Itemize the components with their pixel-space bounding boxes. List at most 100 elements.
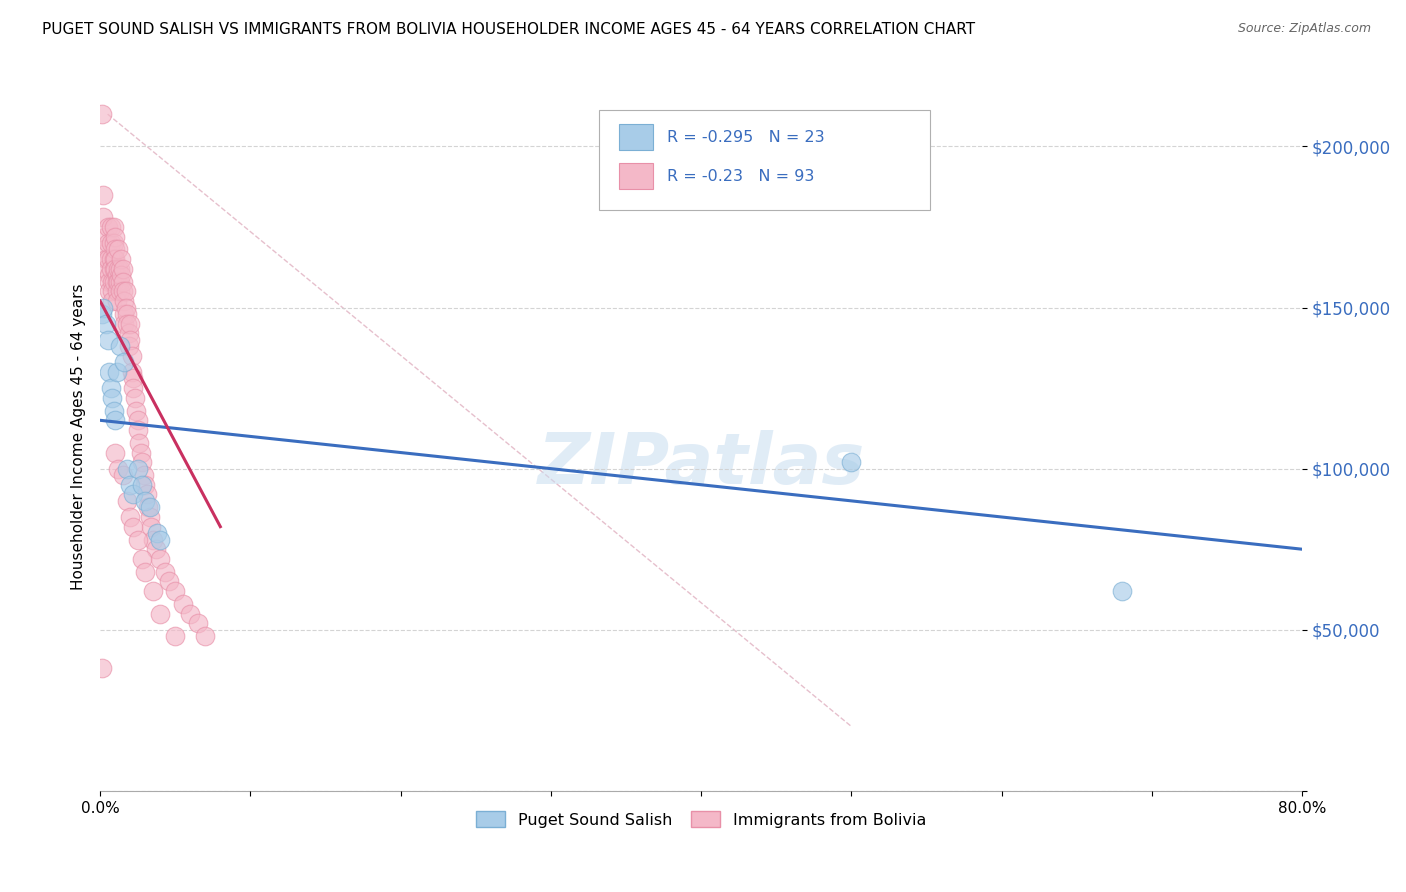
Point [132, 468, 155, 483]
Point [194, 629, 217, 643]
Point [841, 455, 863, 469]
Point [127, 461, 149, 475]
Point [104, 243, 127, 257]
Point [104, 445, 127, 459]
Point [145, 542, 167, 557]
Point [107, 243, 129, 257]
Point [101, 391, 124, 405]
FancyBboxPatch shape [599, 111, 929, 210]
Point [91, 301, 114, 315]
Point [120, 510, 142, 524]
Point [115, 317, 138, 331]
Point [111, 261, 134, 276]
Point [108, 339, 131, 353]
Point [100, 381, 122, 395]
Point [93, 243, 115, 257]
Point [179, 607, 201, 621]
Point [128, 435, 150, 450]
Text: PUGET SOUND SALISH VS IMMIGRANTS FROM BOLIVIA HOUSEHOLDER INCOME AGES 45 - 64 YE: PUGET SOUND SALISH VS IMMIGRANTS FROM BO… [42, 22, 976, 37]
Point [103, 252, 125, 267]
Point [149, 607, 172, 621]
Point [187, 616, 209, 631]
Y-axis label: Householder Income Ages 45 - 64 years: Householder Income Ages 45 - 64 years [72, 283, 86, 590]
Point [125, 403, 148, 417]
Point [103, 235, 125, 250]
Point [141, 519, 163, 533]
Point [165, 584, 187, 599]
FancyBboxPatch shape [620, 125, 652, 150]
Point [103, 261, 125, 276]
Point [111, 468, 134, 483]
Point [120, 333, 142, 347]
Point [98, 285, 121, 299]
Point [100, 261, 122, 276]
Point [105, 268, 128, 283]
Point [98, 365, 121, 379]
Point [115, 461, 138, 475]
Point [103, 219, 125, 234]
Point [107, 261, 129, 276]
Point [112, 294, 135, 309]
Point [115, 307, 138, 321]
Point [112, 307, 135, 321]
Point [114, 301, 136, 315]
Point [105, 294, 128, 309]
Point [120, 317, 142, 331]
Point [104, 252, 127, 267]
Point [172, 597, 194, 611]
Point [127, 423, 149, 437]
Point [134, 477, 156, 491]
Point [142, 533, 165, 547]
Point [131, 455, 153, 469]
Point [118, 326, 141, 341]
Point [108, 275, 131, 289]
Point [135, 487, 157, 501]
Point [108, 285, 131, 299]
Point [94, 252, 117, 267]
Point [94, 317, 117, 331]
Point [100, 235, 122, 250]
Point [97, 219, 120, 234]
Point [101, 294, 124, 309]
Point [138, 510, 160, 524]
Point [134, 494, 156, 508]
Point [121, 365, 143, 379]
Point [136, 500, 159, 515]
Point [124, 391, 146, 405]
Point [101, 285, 124, 299]
Point [149, 533, 172, 547]
Point [90, 661, 112, 675]
Point [146, 526, 169, 541]
Point [114, 285, 136, 299]
Point [149, 552, 172, 566]
Point [121, 349, 143, 363]
Point [112, 355, 135, 369]
Point [97, 252, 120, 267]
Point [122, 487, 145, 501]
Point [131, 552, 153, 566]
Point [97, 235, 120, 250]
Point [110, 252, 132, 267]
Text: ZIPatlas: ZIPatlas [537, 430, 865, 500]
Point [111, 285, 134, 299]
Point [153, 565, 176, 579]
Point [131, 477, 153, 491]
Point [115, 494, 138, 508]
Point [122, 371, 145, 385]
Point [91, 211, 114, 225]
Point [110, 268, 132, 283]
Point [90, 307, 112, 321]
Point [127, 533, 149, 547]
Point [105, 285, 128, 299]
Point [104, 261, 127, 276]
Text: R = -0.295   N = 23: R = -0.295 N = 23 [668, 129, 825, 145]
Point [122, 519, 145, 533]
FancyBboxPatch shape [620, 163, 652, 189]
Legend: Puget Sound Salish, Immigrants from Bolivia: Puget Sound Salish, Immigrants from Boli… [470, 805, 932, 834]
Point [94, 261, 117, 276]
Point [108, 261, 131, 276]
Point [138, 500, 160, 515]
Point [100, 219, 122, 234]
Point [165, 629, 187, 643]
Point [98, 275, 121, 289]
